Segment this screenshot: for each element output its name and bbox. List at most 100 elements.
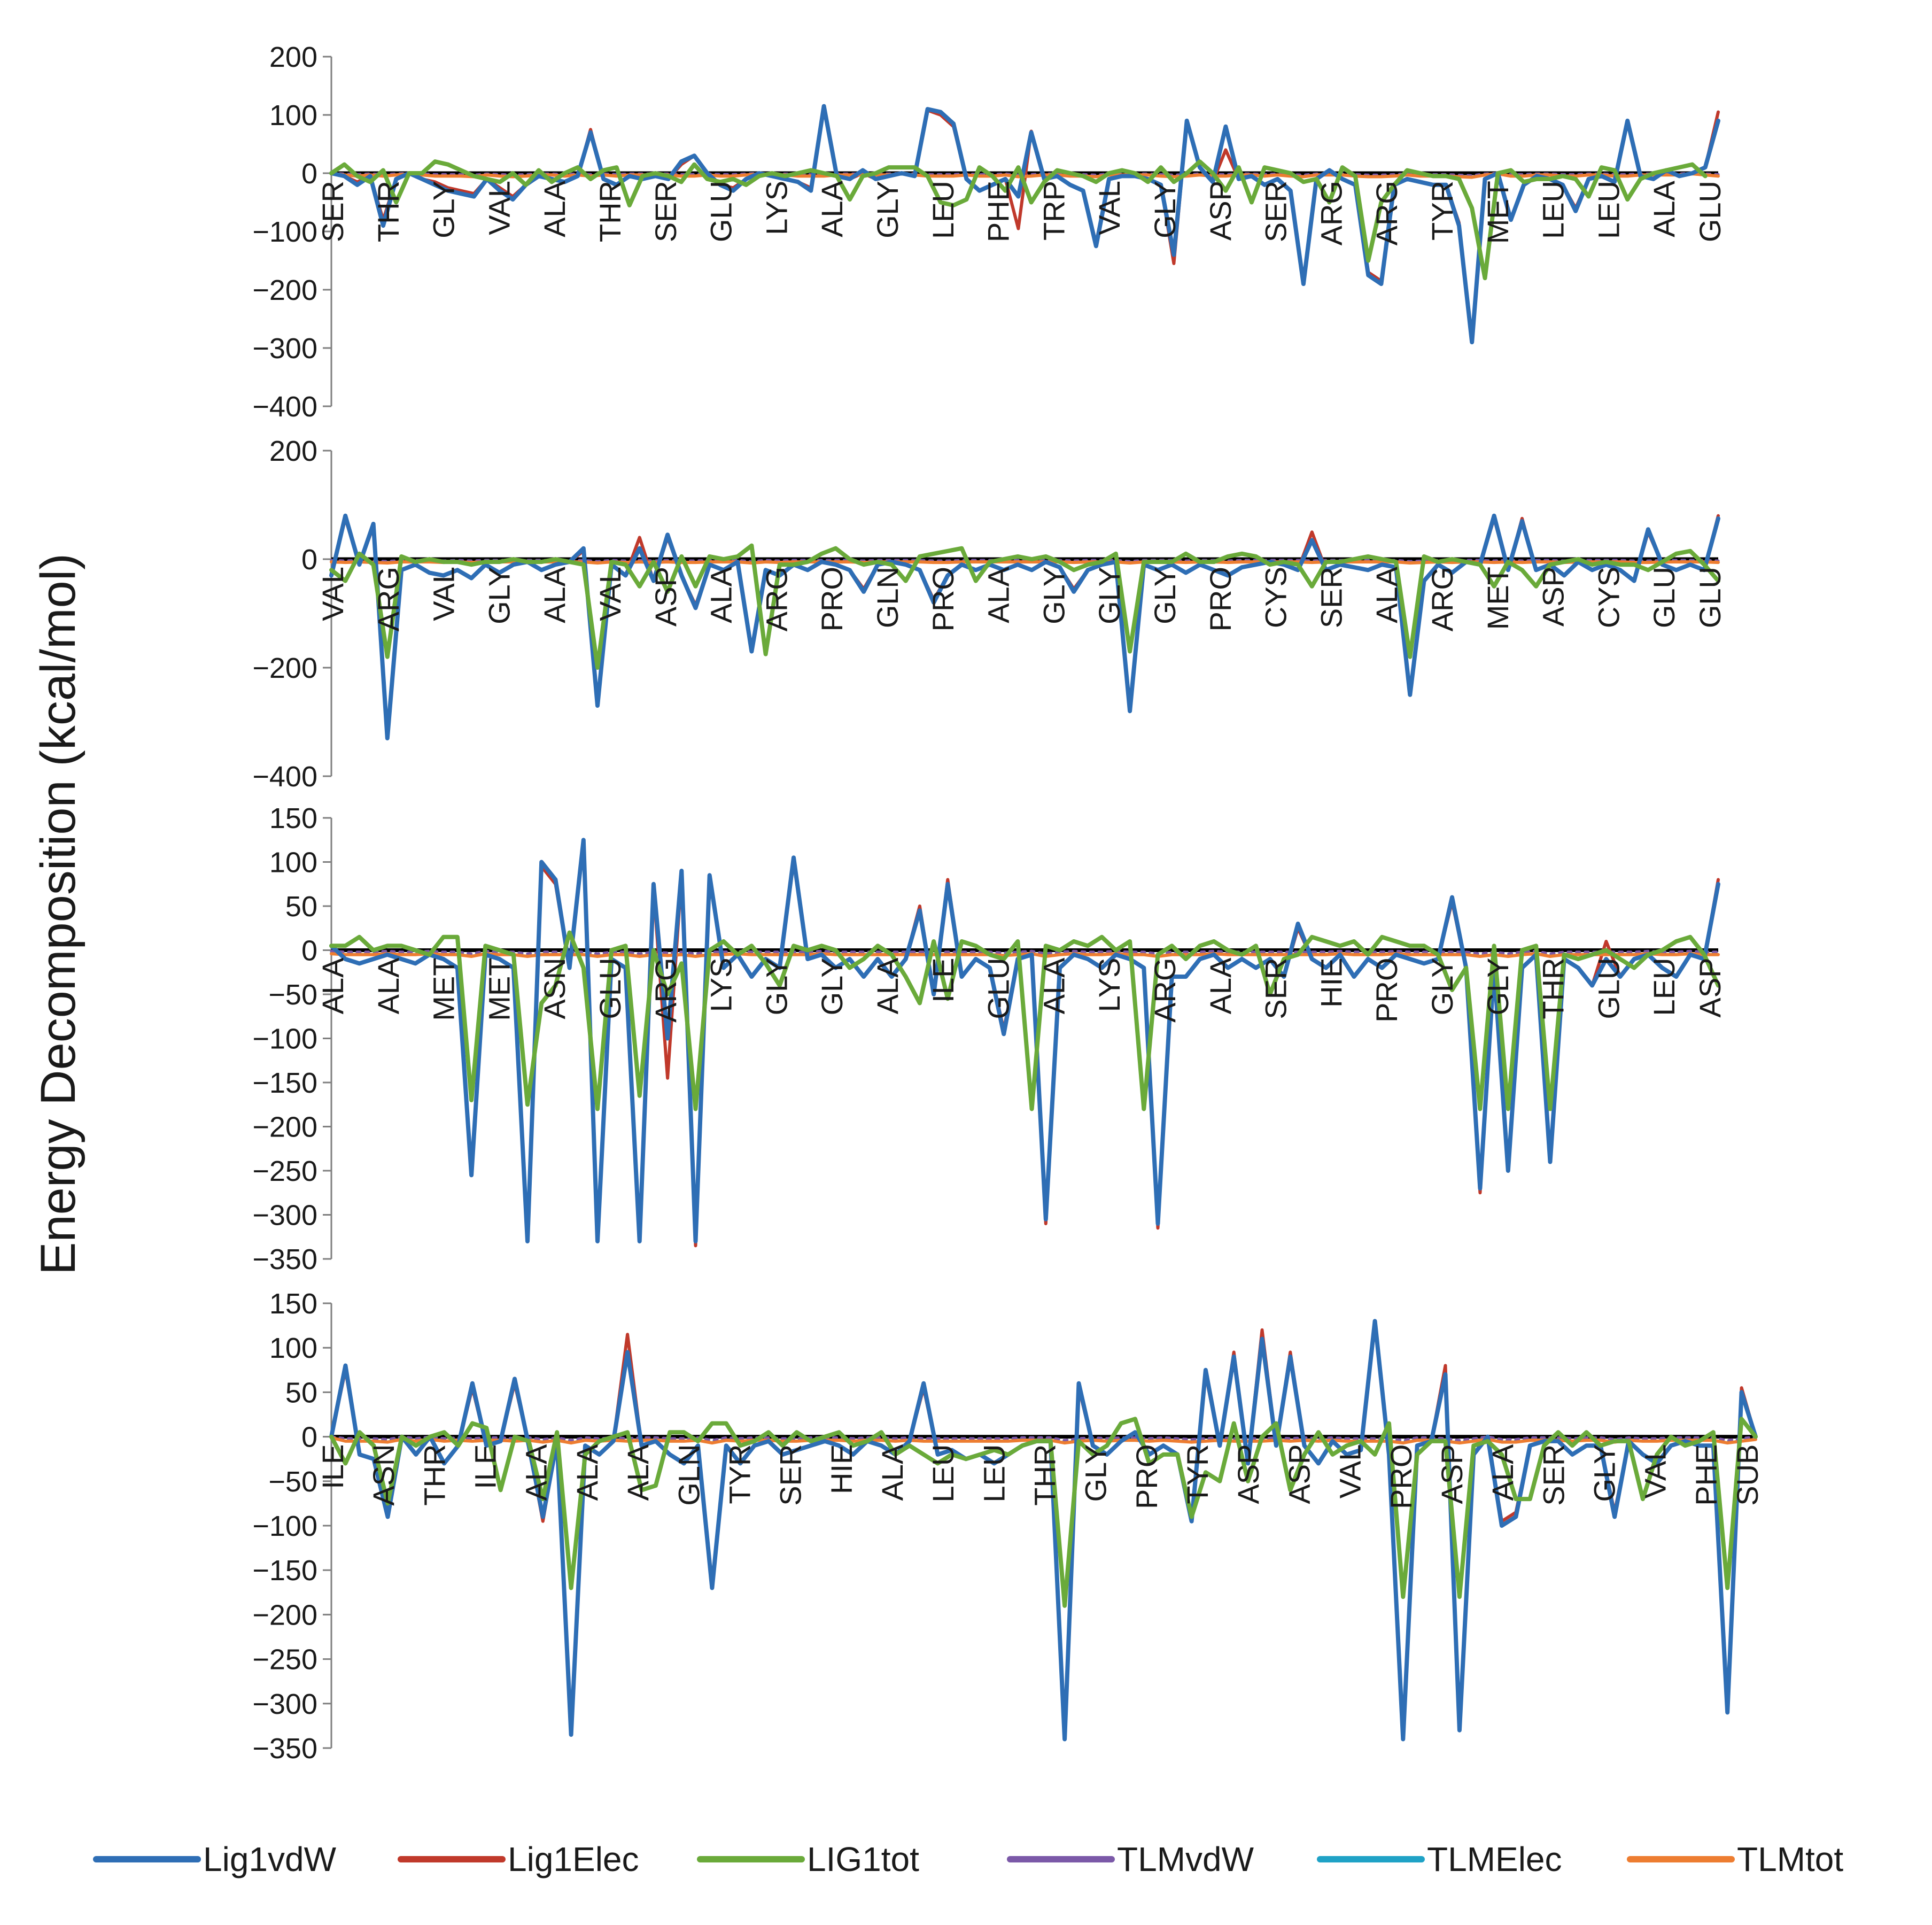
- category-label: ASP: [1282, 1444, 1316, 1504]
- category-label: GLU: [982, 958, 1015, 1019]
- category-label: GLY: [759, 958, 793, 1016]
- series-line-tlmvdw: [330, 1435, 1757, 1442]
- category-label: MET: [1481, 567, 1515, 630]
- category-label: ARG: [371, 567, 405, 631]
- category-label: GLU: [1693, 181, 1727, 242]
- chart-panel-4: 150 100 50 0 −50 −100 −150 −200 −250 −300 −350 ILE A…: [252, 1288, 1764, 1765]
- y-tick-label: 200: [269, 435, 317, 467]
- series-line-lig1vdw: [329, 513, 1720, 740]
- category-label: LEU: [926, 181, 960, 239]
- category-label: VAL: [1639, 1444, 1672, 1499]
- y-tick-label: −250: [252, 1155, 317, 1187]
- y-tick-label: −50: [268, 979, 317, 1011]
- category-label: ALA: [875, 1444, 909, 1501]
- category-label: PRO: [1370, 958, 1403, 1023]
- y-tick-label: 100: [269, 847, 317, 879]
- category-label: VAL: [427, 567, 461, 621]
- category-label: ALA: [871, 957, 904, 1014]
- category-label: ALA: [621, 1444, 655, 1501]
- category-label: PRO: [1130, 1444, 1163, 1509]
- category-label: VAL: [593, 567, 627, 621]
- category-label: ALA: [538, 180, 571, 237]
- category-label: TRP: [1037, 181, 1070, 241]
- y-tick-label: −150: [252, 1067, 317, 1099]
- category-label: LEU: [926, 1444, 960, 1503]
- category-label: ALA: [371, 957, 405, 1014]
- category-label: ALA: [570, 1444, 604, 1501]
- category-label: TYR: [1181, 1444, 1214, 1504]
- category-label: ASP: [649, 567, 682, 627]
- category-label: MET: [427, 958, 461, 1021]
- legend-item-lig1elec: Lig1Elec: [398, 1840, 639, 1878]
- category-label: GLY: [815, 958, 849, 1016]
- category-label: GLU: [1693, 567, 1727, 628]
- chart-panels: 200 100 0 −100 −200 −300 −400 SER THR GLY VAL ALA TH…: [252, 41, 1764, 1765]
- category-label: ALA: [1037, 957, 1070, 1014]
- y-tick-label: −50: [268, 1466, 317, 1498]
- category-label: GLY: [1079, 1444, 1113, 1502]
- category-label: HIE: [1314, 958, 1348, 1008]
- category-label: LYS: [704, 958, 738, 1012]
- category-label: LEU: [1537, 181, 1570, 239]
- category-label: ALA: [1647, 180, 1681, 237]
- category-label: PRO: [815, 567, 849, 631]
- category-label: GLU: [593, 958, 627, 1019]
- legend-label: LIG1tot: [807, 1840, 919, 1878]
- y-tick-label: 0: [301, 544, 317, 576]
- y-tick-label: 150: [269, 1288, 317, 1320]
- category-label: ASP: [1693, 958, 1727, 1018]
- category-label: SER: [316, 181, 350, 242]
- category-label: PRO: [1384, 1444, 1418, 1509]
- legend-label: TLMtot: [1737, 1840, 1843, 1878]
- category-label: ALA: [1486, 1444, 1519, 1501]
- category-label: GLU: [1592, 958, 1625, 1019]
- category-label: ALA: [316, 957, 350, 1014]
- chart-panel-2: 200 0 −200 −400 VAL ARG VAL GLY ALA VAL ASP ALA ARG P…: [252, 435, 1727, 793]
- y-tick-label: −200: [252, 1111, 317, 1143]
- category-label: THR: [1028, 1444, 1062, 1506]
- category-label: THR: [371, 181, 405, 242]
- y-tick-label: −100: [252, 1023, 317, 1055]
- legend-item-tlmvdw: TLMvdW: [1007, 1840, 1254, 1878]
- y-tick-label: −300: [252, 1688, 317, 1720]
- y-tick-label: 0: [301, 158, 317, 190]
- category-label: ASP: [1204, 181, 1237, 241]
- y-tick-label: −400: [252, 391, 317, 423]
- y-tick-label: 200: [269, 41, 317, 73]
- category-label: THR: [593, 181, 627, 242]
- category-label: ASN: [367, 1444, 400, 1506]
- series-line-lig1tot: [329, 930, 1720, 1111]
- category-label: PRO: [1204, 567, 1237, 631]
- y-tick-label: −250: [252, 1644, 317, 1676]
- y-tick-label: −300: [252, 333, 317, 365]
- category-label: PHE: [1689, 1444, 1723, 1506]
- category-label: THR: [417, 1444, 451, 1506]
- y-tick-label: 0: [301, 935, 317, 967]
- category-label: PRO: [926, 567, 960, 631]
- y-tick-label: 50: [285, 891, 317, 923]
- category-label: ILE: [926, 958, 960, 1003]
- category-label: ARG: [1148, 958, 1182, 1023]
- category-label: MET: [482, 958, 516, 1021]
- category-label: ARG: [1370, 181, 1403, 245]
- category-label: SUB: [1731, 1444, 1764, 1506]
- y-tick-label: −300: [252, 1200, 317, 1232]
- category-label: VAL: [316, 567, 350, 621]
- chart-panel-1: 200 100 0 −100 −200 −300 −400 SER THR GLY VAL ALA TH…: [252, 41, 1727, 423]
- category-label: MET: [1481, 181, 1515, 244]
- category-label: ASP: [1537, 567, 1570, 627]
- category-label: CYS: [1259, 567, 1293, 628]
- category-label: GLY: [1148, 567, 1182, 624]
- legend-item-lig1vdw: Lig1vdW: [93, 1840, 337, 1878]
- category-label: LYS: [759, 181, 793, 235]
- legend-label: TLMvdW: [1117, 1840, 1254, 1878]
- category-label: GLN: [672, 1444, 705, 1506]
- category-label: ARG: [649, 958, 682, 1023]
- category-label: ASP: [1231, 1444, 1265, 1504]
- category-label: GLY: [1481, 958, 1515, 1016]
- y-tick-label: −200: [252, 274, 317, 306]
- category-label: CYS: [1592, 567, 1625, 628]
- series-line-lig1tot: [329, 543, 1720, 670]
- category-label: GLY: [1588, 1444, 1621, 1502]
